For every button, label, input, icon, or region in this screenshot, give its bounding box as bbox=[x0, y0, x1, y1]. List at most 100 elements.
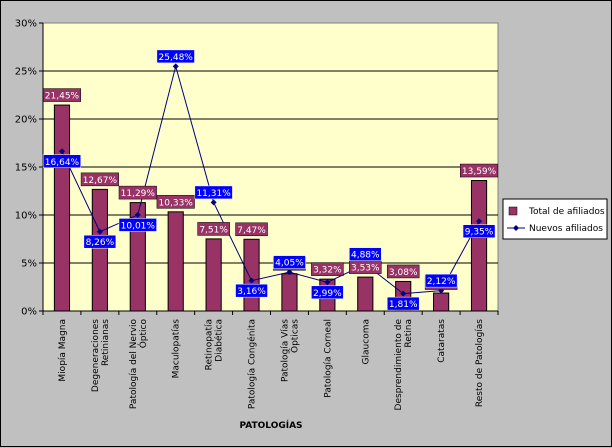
line-data-label: 2,99% bbox=[313, 289, 342, 299]
line-point bbox=[286, 269, 293, 276]
x-category-label: Degeneraciones Retinianas bbox=[91, 319, 111, 392]
bar bbox=[470, 180, 488, 312]
y-tick-label: 20% bbox=[15, 115, 37, 126]
line-data-label: 2,12% bbox=[427, 277, 456, 287]
x-category-text: Retina bbox=[404, 319, 414, 348]
x-category-label: Glaucoma bbox=[361, 319, 371, 364]
legend-swatch-bar bbox=[508, 206, 518, 216]
bar-data-label-bg bbox=[459, 163, 499, 178]
x-category-text: Glaucoma bbox=[361, 319, 371, 364]
x-category-label: Maculopatías bbox=[172, 319, 182, 379]
line-point bbox=[172, 63, 179, 70]
line-point bbox=[58, 148, 65, 155]
bar-data-labels: 21,45%12,67%11,29%10,33%7,51%7,47%3,88%3… bbox=[42, 88, 499, 290]
bar bbox=[243, 238, 260, 312]
line-data-label: 4,88% bbox=[351, 251, 380, 261]
bar-data-label: 21,45% bbox=[45, 92, 80, 102]
legend-marker-line bbox=[513, 225, 519, 231]
x-category-text: Patología Congénita bbox=[247, 319, 258, 409]
y-tick-label: 5% bbox=[21, 259, 37, 270]
x-category-label: Miopía Magna bbox=[58, 319, 68, 382]
bar-data-label: 3,32% bbox=[313, 266, 342, 276]
bar bbox=[167, 211, 184, 312]
line-point bbox=[210, 199, 217, 206]
x-category-text: Degeneraciones bbox=[91, 319, 101, 392]
x-category-label: Retinopatía Diabética bbox=[205, 319, 225, 370]
y-tick-label: 25% bbox=[15, 67, 37, 78]
line-data-label-bg bbox=[118, 218, 157, 232]
bar bbox=[433, 292, 450, 312]
x-category-text: Desprendimiento de bbox=[394, 319, 404, 411]
line-data-label-bg bbox=[349, 247, 382, 261]
x-category-label: Patología Corneal bbox=[323, 319, 333, 398]
bar bbox=[205, 238, 222, 312]
y-tick-label: 0% bbox=[21, 307, 37, 318]
bar-data-label-bg bbox=[386, 264, 420, 279]
line-point bbox=[248, 277, 255, 284]
line-data-label-bg bbox=[235, 283, 268, 298]
bar-data-label: 10,33% bbox=[159, 198, 194, 208]
x-category-text: Patología del Nervio bbox=[129, 319, 139, 410]
bar bbox=[357, 276, 374, 312]
line-data-label-bg bbox=[424, 273, 458, 288]
line-data-label: 16,64% bbox=[45, 158, 80, 168]
bar-data-label: 3,53% bbox=[351, 264, 380, 274]
x-category-label: Resto de Patologías bbox=[475, 319, 485, 407]
x-category-label: Desprendimiento de Retina bbox=[394, 319, 414, 411]
bar-data-label: 11,29% bbox=[121, 189, 156, 199]
bar-data-label-bg bbox=[42, 88, 82, 102]
x-category-text: Patología Vías bbox=[280, 319, 290, 382]
legend-label-line: Nuevos afiliados bbox=[529, 224, 603, 234]
bar-data-label: 13,59% bbox=[462, 167, 497, 177]
bar-series bbox=[53, 104, 488, 312]
line-data-label: 10,01% bbox=[121, 221, 156, 231]
bar bbox=[91, 188, 108, 312]
bar-data-label-bg bbox=[80, 172, 119, 187]
x-category-label: Patología del Nervio Óptico bbox=[129, 319, 149, 410]
line-point bbox=[400, 290, 407, 297]
bar-data-label: 7,51% bbox=[199, 225, 228, 235]
x-category-text: Ópticas bbox=[288, 319, 300, 353]
line-point bbox=[324, 279, 331, 286]
line-data-label: 25,48% bbox=[159, 53, 194, 63]
line-data-label: 9,35% bbox=[465, 228, 494, 238]
x-axis-title: PATOLOGÍAS bbox=[239, 419, 302, 431]
line-point bbox=[96, 228, 103, 235]
bar-data-label: 7,47% bbox=[237, 226, 266, 236]
bar-data-label-bg bbox=[118, 185, 157, 200]
line-data-label: 11,31% bbox=[196, 189, 231, 199]
x-axis-categories: Miopía Magna Degeneraciones Retinianas Pato… bbox=[58, 319, 485, 411]
bar bbox=[53, 104, 71, 312]
line-data-label-bg bbox=[42, 154, 82, 169]
x-category-text: Patología Corneal bbox=[323, 319, 333, 398]
line-data-label: 3,16% bbox=[237, 287, 266, 297]
line-data-label: 4,05% bbox=[275, 259, 304, 269]
x-category-label: Cataratas bbox=[437, 319, 447, 363]
y-tick-label: 10% bbox=[15, 211, 37, 222]
line-point bbox=[476, 218, 483, 225]
line-data-labels: 16,64% 8,26% 10,01% 25,48% 11,31% 3,16% 4,05% 2… bbox=[42, 49, 496, 311]
bar bbox=[281, 273, 298, 312]
x-category-text: Miopía Magna bbox=[58, 319, 68, 382]
bar-data-label-bg bbox=[311, 262, 344, 276]
line-data-label-bg bbox=[83, 234, 117, 249]
bar-data-label-bg bbox=[197, 222, 230, 236]
x-category-label: Patología Congénita bbox=[247, 319, 258, 409]
bar-data-label: 3,08% bbox=[389, 268, 418, 278]
x-category-label: Patología Vías Ópticas bbox=[280, 319, 300, 382]
gridlines bbox=[43, 70, 498, 264]
line-data-label-bg bbox=[194, 185, 233, 200]
x-category-text: Óptico bbox=[137, 319, 149, 349]
x-category-text: Resto de Patologías bbox=[475, 319, 485, 407]
bar-data-label-bg bbox=[235, 222, 268, 237]
series-line bbox=[61, 64, 480, 295]
y-tick-label: 30% bbox=[15, 19, 37, 30]
legend: Total de afiliados Nuevos afiliados bbox=[502, 198, 608, 240]
x-category-text: Maculopatías bbox=[172, 319, 182, 379]
line-point bbox=[134, 211, 141, 218]
y-tick-label: 15% bbox=[15, 163, 37, 174]
x-category-text: Diabética bbox=[214, 319, 225, 362]
line-data-label-bg bbox=[311, 285, 344, 300]
